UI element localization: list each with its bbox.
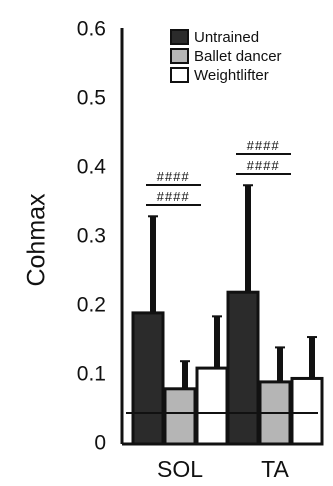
significance-label: #### (157, 189, 190, 204)
significance-label: #### (247, 138, 280, 153)
legend-label: Ballet dancer (194, 48, 282, 65)
bar (226, 290, 260, 446)
y-tick-label: 0.1 (77, 363, 106, 386)
significance-label: #### (247, 158, 280, 173)
significance-label: #### (157, 169, 190, 184)
bars-layer (131, 184, 324, 446)
legend: Untrained Ballet dancer Weightlifter (170, 29, 282, 84)
y-axis-label: Cohmax (23, 193, 51, 287)
legend-label: Untrained (194, 29, 259, 46)
legend-swatch (170, 67, 189, 83)
y-tick-label: 0.3 (77, 225, 106, 248)
axes-layer: SOL TA 0 0.1 0.2 0.3 0.4 0.5 0.6 (77, 18, 318, 482)
annotations-layer: #### #### #### #### (146, 138, 291, 206)
x-tick-label: TA (261, 456, 289, 481)
legend-swatch (170, 48, 189, 64)
legend-swatch (170, 29, 189, 45)
legend-label: Weightlifter (194, 67, 269, 84)
y-tick-label: 0.6 (77, 18, 106, 41)
bar (163, 387, 197, 446)
bar (195, 366, 229, 446)
y-tick-label: 0.2 (77, 294, 106, 317)
bar (131, 311, 165, 446)
y-tick-label: 0.4 (77, 156, 107, 179)
y-tick-label: 0.5 (77, 87, 106, 110)
y-tick-label: 0 (94, 432, 106, 455)
x-tick-label: SOL (157, 456, 203, 481)
bar (290, 376, 324, 446)
